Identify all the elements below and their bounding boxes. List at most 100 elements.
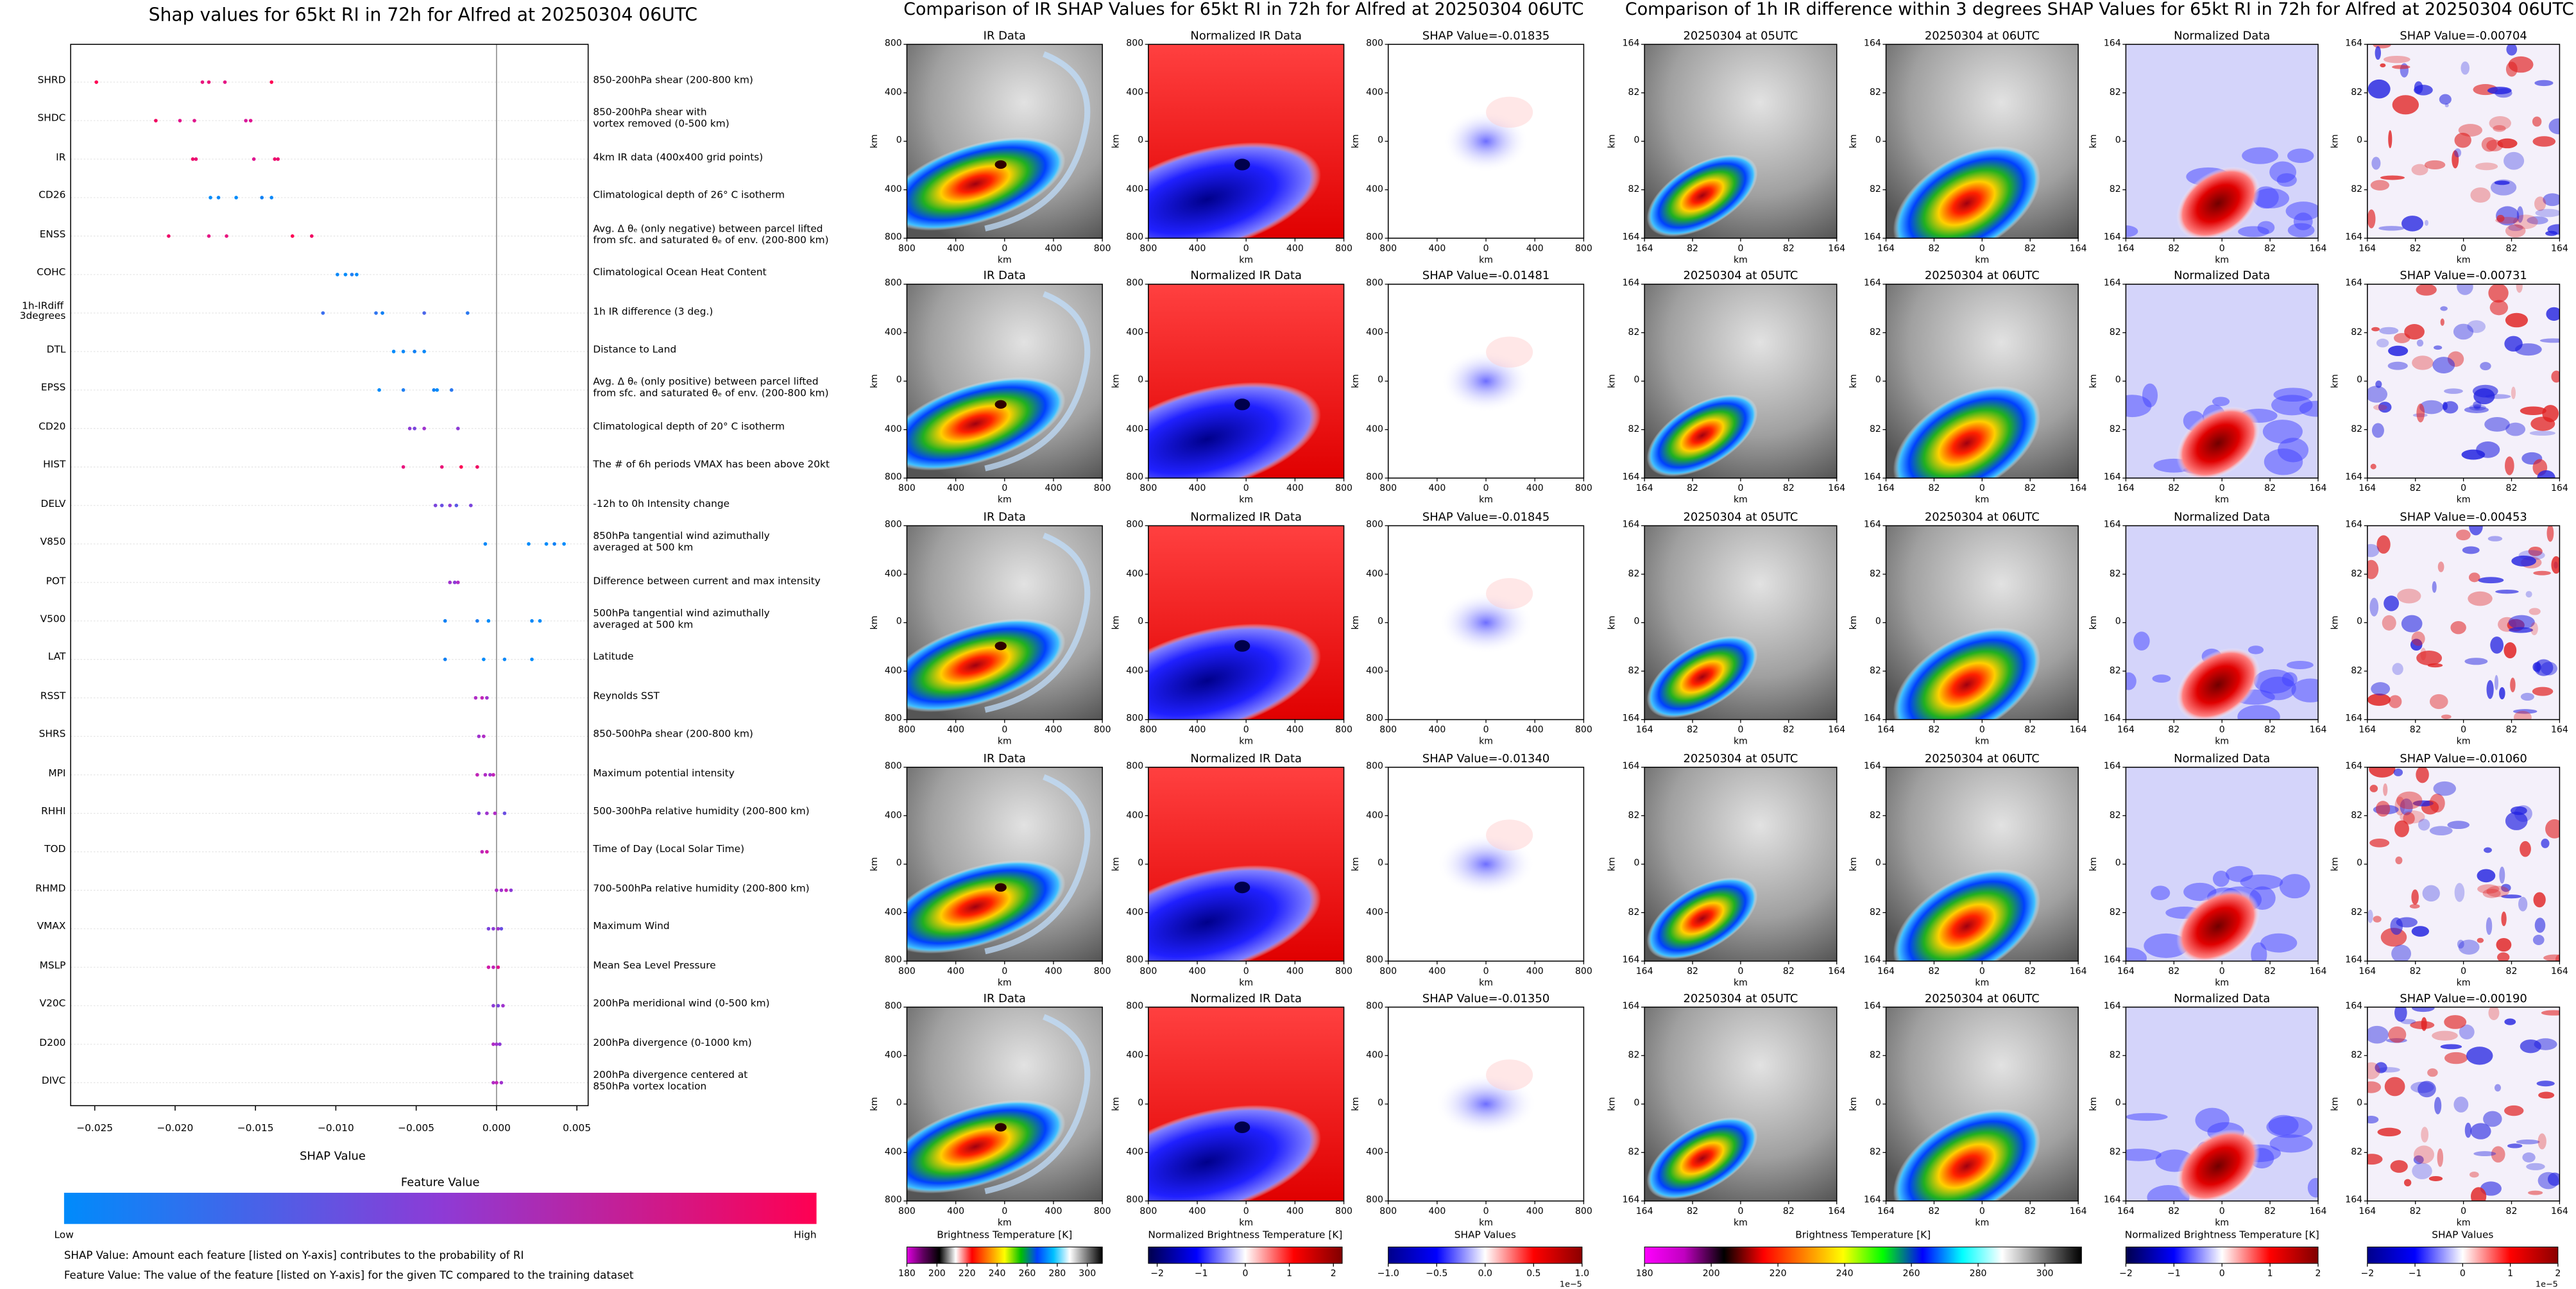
y-tick-label: 0 <box>1875 617 1881 627</box>
y-tick-label: 800 <box>1366 278 1384 289</box>
x-tick-label: 164 <box>2069 244 2087 255</box>
y-tick-label: HIST <box>43 459 66 472</box>
patch <box>2505 422 2526 436</box>
dot <box>486 965 491 969</box>
x-tick-label: 164 <box>2358 967 2376 978</box>
x-tick-label: 800 <box>1335 1207 1353 1218</box>
y-tick-label: 800 <box>884 714 902 724</box>
patch <box>2486 917 2493 935</box>
x-tick-label: 800 <box>1335 726 1353 736</box>
patch <box>2462 546 2480 554</box>
y-tick-label: 164 <box>1622 473 1640 483</box>
patch <box>2501 884 2511 892</box>
colorbar-tick-label: 180 <box>1635 1269 1653 1280</box>
y-tick-label: 400 <box>1126 810 1144 821</box>
patch <box>2367 79 2391 99</box>
patch <box>2480 1181 2502 1196</box>
patch <box>2461 449 2486 460</box>
patch <box>2470 187 2491 203</box>
patch <box>2412 1163 2432 1179</box>
x-tick-label: 82 <box>2024 726 2036 736</box>
feature-description: -12h to 0h Intensity change <box>593 498 730 510</box>
eye <box>994 642 1007 651</box>
patch <box>2237 704 2280 720</box>
patch <box>2388 130 2393 149</box>
dot <box>499 888 504 892</box>
note: SHAP Value: Amount each feature [listed … <box>64 1249 524 1263</box>
patch <box>2483 1111 2502 1127</box>
dot <box>413 350 416 354</box>
patch <box>2532 687 2554 696</box>
patch <box>2526 1163 2545 1170</box>
patch <box>2151 885 2171 901</box>
dot <box>94 80 99 84</box>
x-tick-label: 0 <box>1002 967 1008 978</box>
x-tick-label: −0.025 <box>76 1123 114 1135</box>
patch <box>2380 175 2405 180</box>
feature-description: 200hPa divergence centered at 850hPa vor… <box>593 1070 748 1093</box>
patch <box>2248 645 2264 654</box>
patch <box>2496 937 2512 952</box>
y-tick-label: 400 <box>1126 665 1144 676</box>
spiral-band <box>984 51 1091 232</box>
y-axis-label: km <box>1849 615 1860 630</box>
colorbar-tick-label: 200 <box>928 1269 946 1280</box>
feature-description: Maximum potential intensity <box>593 767 735 780</box>
patch <box>2212 397 2230 406</box>
x-tick-label: 82 <box>2505 726 2518 736</box>
y-tick-label: 164 <box>1622 278 1640 289</box>
colorbar-tick-label: 2 <box>1330 1269 1336 1280</box>
patch <box>2543 954 2560 961</box>
y-axis-label: km <box>1351 857 1362 871</box>
dot <box>448 503 452 508</box>
patch <box>2497 952 2510 961</box>
x-tick-label: 800 <box>1093 484 1111 495</box>
colorbar <box>2367 1246 2559 1264</box>
y-tick-label: 0 <box>896 617 902 627</box>
eye <box>994 400 1007 409</box>
panel-image <box>2126 525 2319 720</box>
x-tick-label: 82 <box>1687 484 1699 495</box>
y-tick-label: 0 <box>1875 375 1881 386</box>
x-tick-label: 164 <box>2309 244 2327 255</box>
colorbar <box>64 1192 817 1224</box>
patch <box>2503 642 2517 659</box>
dot <box>433 503 438 508</box>
patch <box>2491 1146 2505 1163</box>
panel-title: Normalized IR Data <box>1190 511 1302 524</box>
y-tick-label: 800 <box>1366 520 1384 531</box>
x-tick-label: −0.005 <box>398 1123 435 1135</box>
y-tick-label: 82 <box>2109 907 2121 918</box>
colorbar-tick-label: −2 <box>2119 1269 2133 1280</box>
y-tick-label: 0 <box>1633 1098 1640 1109</box>
dot <box>413 427 416 431</box>
panel-title: SHAP Value=-0.01060 <box>2400 752 2527 766</box>
colorbar-tick-label: −1.0 <box>1377 1269 1399 1280</box>
patch <box>2370 180 2390 191</box>
patch <box>2486 679 2494 699</box>
dot <box>401 465 405 469</box>
y-tick-label: 82 <box>2351 327 2363 337</box>
warm-region <box>2176 647 2260 720</box>
x-tick-label: 400 <box>1526 726 1544 736</box>
x-axis-label: km <box>2215 495 2230 506</box>
dot <box>167 234 171 238</box>
y-tick-label: 400 <box>1126 907 1144 918</box>
patch <box>2546 525 2554 542</box>
x-tick-label: 82 <box>1782 244 1795 255</box>
patch <box>2409 903 2420 909</box>
patch <box>2485 394 2511 399</box>
patch <box>2439 94 2452 105</box>
x-tick-label: 82 <box>2264 726 2276 736</box>
patch <box>2264 448 2303 475</box>
patch <box>2416 403 2425 423</box>
panel-title: SHAP Value=-0.01835 <box>1422 30 1550 43</box>
patch <box>2520 841 2531 857</box>
y-tick-label: 82 <box>1628 327 1640 337</box>
x-axis-label: km <box>997 256 1012 266</box>
patch <box>2525 591 2532 598</box>
patch <box>2486 885 2510 898</box>
x-tick-label: 0 <box>2461 967 2467 978</box>
patch <box>2378 402 2392 413</box>
x-tick-label: 0 <box>1243 726 1249 736</box>
